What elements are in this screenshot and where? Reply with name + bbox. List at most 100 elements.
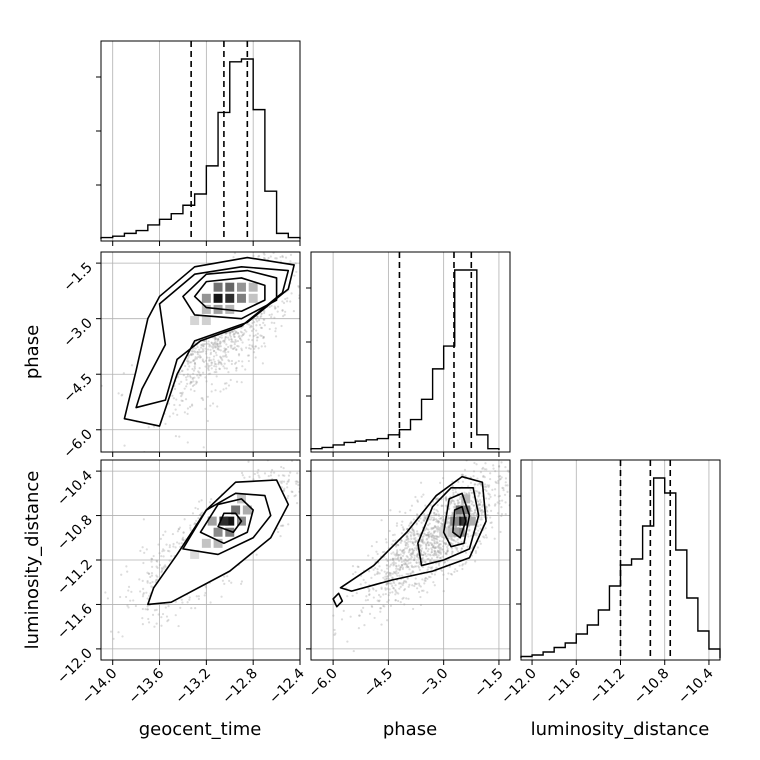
sample-point: [396, 550, 399, 553]
sample-point: [141, 617, 144, 620]
sample-point: [216, 343, 219, 346]
sample-point: [445, 499, 448, 502]
sample-point: [394, 554, 397, 557]
sample-point: [228, 334, 232, 337]
sample-point: [436, 535, 439, 539]
sample-point: [153, 609, 157, 612]
sample-point: [417, 534, 420, 537]
sample-point: [398, 582, 401, 585]
sample-point: [412, 551, 415, 554]
sample-point: [396, 544, 400, 547]
sample-point: [435, 540, 439, 543]
sample-point: [217, 338, 220, 341]
sample-point: [432, 539, 435, 542]
sample-point: [395, 564, 398, 567]
sample-point: [479, 527, 482, 530]
sample-point: [207, 340, 210, 343]
sample-point: [222, 350, 225, 353]
density-cell: [213, 538, 223, 548]
sample-point: [164, 606, 167, 609]
sample-point: [299, 248, 301, 250]
sample-point: [394, 593, 397, 596]
sample-point: [412, 518, 415, 521]
sample-point: [407, 572, 410, 576]
sample-point: [402, 560, 406, 563]
sample-point: [389, 558, 392, 561]
sample-point: [189, 353, 193, 356]
histogram-step-geocent_time: [100, 58, 301, 239]
sample-point: [150, 571, 154, 575]
sample-point: [488, 504, 491, 507]
sample-point: [410, 565, 414, 569]
sample-point: [459, 495, 462, 499]
sample-point: [383, 570, 386, 573]
sample-point: [435, 520, 438, 523]
sample-point: [363, 623, 366, 627]
sample-point: [399, 553, 402, 556]
sample-point: [432, 530, 436, 533]
sample-point: [262, 336, 265, 340]
sample-point: [394, 599, 397, 602]
sample-point: [410, 531, 413, 534]
sample-point: [240, 326, 243, 329]
sample-point: [427, 533, 430, 537]
sample-point: [438, 543, 441, 546]
sample-point: [489, 516, 492, 519]
sample-point: [449, 537, 453, 540]
sample-point: [150, 560, 153, 563]
sample-point: [197, 595, 200, 598]
sample-point: [430, 557, 434, 560]
sample-point: [405, 581, 408, 584]
sample-point: [495, 481, 498, 485]
sample-point: [172, 545, 175, 548]
sample-point: [416, 532, 419, 536]
sample-point: [320, 260, 322, 262]
sample-point: [522, 447, 524, 449]
sample-point: [440, 569, 444, 572]
sample-point: [170, 554, 173, 558]
sample-point: [439, 517, 442, 520]
sample-point: [441, 524, 445, 527]
sample-point: [291, 490, 294, 494]
sample-point: [318, 307, 320, 309]
sample-point: [419, 481, 423, 484]
sample-point: [439, 556, 442, 560]
sample-point: [260, 314, 263, 318]
sample-point: [209, 372, 212, 375]
sample-point: [400, 549, 403, 553]
sample-point: [433, 535, 437, 538]
sample-point: [386, 559, 389, 562]
sample-point: [410, 521, 413, 525]
sample-point: [318, 274, 320, 276]
sample-point: [367, 590, 371, 593]
sample-point: [522, 479, 524, 481]
sample-point: [260, 326, 264, 330]
sample-point: [391, 557, 395, 560]
sample-point: [257, 347, 260, 350]
sample-point: [227, 345, 230, 349]
sample-point: [451, 499, 454, 502]
sample-point: [435, 537, 438, 540]
sample-point: [444, 552, 447, 555]
sample-point: [252, 254, 255, 257]
sample-point: [193, 523, 196, 526]
sample-point: [400, 563, 403, 567]
sample-point: [442, 518, 445, 521]
sample-point: [458, 501, 461, 504]
sample-point: [422, 559, 425, 562]
sample-point: [142, 592, 145, 595]
sample-point: [252, 328, 255, 331]
sample-point: [141, 579, 144, 582]
sample-point: [319, 262, 321, 264]
sample-point: [233, 249, 235, 251]
sample-point: [480, 508, 483, 512]
sample-point: [451, 542, 454, 546]
sample-point: [188, 365, 191, 368]
y-tick-label: −1.5: [60, 260, 95, 295]
sample-point: [461, 567, 464, 571]
sample-point: [263, 257, 267, 260]
sample-point: [454, 488, 457, 491]
sample-point: [411, 571, 414, 574]
sample-point: [153, 425, 156, 428]
sample-point: [212, 355, 216, 358]
